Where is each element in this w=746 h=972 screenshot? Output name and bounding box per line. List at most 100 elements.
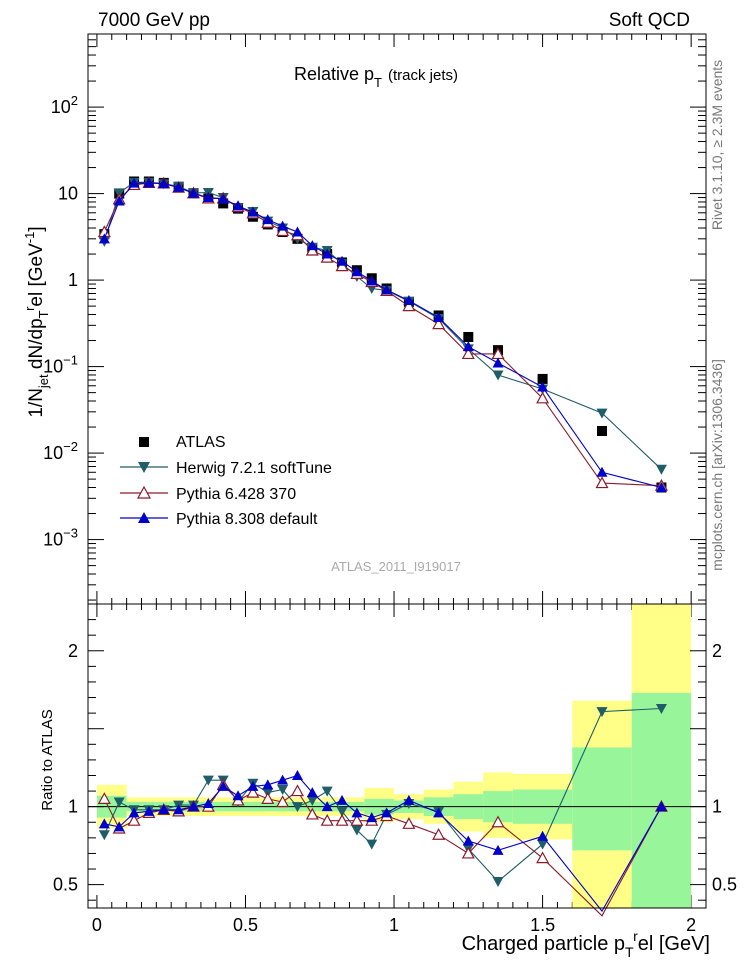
data-point-pythia-8-308-default bbox=[262, 214, 274, 225]
data-point-pythia-8-308-default bbox=[277, 220, 289, 231]
ratio-y-axis-label: Ratio to ATLAS bbox=[39, 709, 56, 810]
data-point-pythia-8-308-default bbox=[173, 181, 185, 192]
ratio-point-herwig-7-2-1-softtune bbox=[655, 703, 667, 714]
ratio-point-herwig-7-2-1-softtune bbox=[113, 797, 125, 808]
ratio-point-pythia-6-428-370 bbox=[127, 813, 141, 826]
data-point-pythia-8-308-default bbox=[381, 284, 393, 295]
ratio-point-pythia-6-428-370 bbox=[305, 807, 319, 820]
x-tick-label: 1 bbox=[389, 915, 399, 935]
y-tick-label: 10−3 bbox=[43, 526, 78, 550]
ratio-point-pythia-6-428-370 bbox=[261, 792, 275, 804]
y-tick-label: 10−2 bbox=[43, 439, 78, 463]
ratio-point-pythia-8-308-default bbox=[158, 804, 170, 815]
data-point-pythia-8-308-default bbox=[113, 195, 125, 206]
chart-title: Relative pT (track jets) bbox=[294, 64, 458, 90]
ratio-point-herwig-7-2-1-softtune bbox=[306, 795, 318, 806]
x-tick-label: 2 bbox=[686, 915, 696, 935]
ratio-point-pythia-8-308-default bbox=[306, 787, 318, 798]
data-point-pythia-8-308-default bbox=[98, 233, 110, 244]
ratio-plot-frame bbox=[87, 603, 707, 909]
data-point-pythia-8-308-default bbox=[232, 200, 244, 211]
ratio-point-pythia-8-308-default bbox=[321, 801, 333, 812]
data-point-pythia-8-308-default bbox=[462, 341, 474, 352]
ratio-point-pythia-8-308-default bbox=[202, 798, 214, 809]
x-tick-label: 1.5 bbox=[530, 915, 555, 935]
legend-item-pythia6: Pythia 6.428 370 bbox=[120, 485, 296, 503]
ratio-point-herwig-7-2-1-softtune bbox=[336, 806, 348, 817]
data-point-atlas bbox=[463, 331, 474, 342]
series-herwig-7-2-1-softtune bbox=[98, 177, 667, 475]
data-point-pythia-8-308-default bbox=[336, 255, 348, 266]
ratio-y-tick-label-left: 2 bbox=[68, 641, 78, 661]
ratio-point-herwig-7-2-1-softtune bbox=[537, 839, 549, 850]
legend: ATLAS Herwig 7.2.1 softTune Pythia 6.428… bbox=[120, 434, 332, 528]
legend-marker-herwig bbox=[138, 462, 150, 473]
header-right: Soft QCD bbox=[609, 10, 690, 31]
ratio-point-pythia-8-308-default bbox=[232, 790, 244, 801]
ratio-point-pythia-8-308-default bbox=[351, 807, 363, 818]
ratio-point-pythia-8-308-default bbox=[336, 794, 348, 805]
data-point-pythia-8-308-default bbox=[433, 311, 445, 322]
legend-marker-atlas bbox=[139, 437, 149, 447]
y-tick-label: 102 bbox=[51, 93, 78, 117]
ratio-point-pythia-8-308-default bbox=[187, 801, 199, 812]
ratio-point-pythia-8-308-default bbox=[403, 794, 415, 805]
data-point-pythia-8-308-default bbox=[492, 357, 504, 368]
data-point-pythia-8-308-default bbox=[596, 466, 608, 477]
rivet-label: Rivet 3.1.10, ≥ 2.3M events bbox=[709, 60, 725, 230]
x-tick-label: 0 bbox=[92, 915, 102, 935]
legend-marker-pythia8 bbox=[138, 512, 150, 523]
legend-item-pythia8: Pythia 8.308 default bbox=[120, 511, 318, 528]
legend-label-atlas: ATLAS bbox=[176, 434, 226, 451]
ratio-point-pythia-8-308-default bbox=[247, 780, 259, 791]
ratio-point-pythia-6-428-370 bbox=[246, 785, 260, 798]
legend-label-herwig: Herwig 7.2.1 softTune bbox=[176, 460, 332, 477]
legend-item-atlas: ATLAS bbox=[139, 434, 226, 451]
ratio-y-tick-label-right: 1 bbox=[712, 797, 722, 817]
ratio-point-herwig-7-2-1-softtune bbox=[98, 830, 110, 841]
ratio-point-pythia-8-308-default bbox=[433, 807, 445, 818]
header-left: 7000 GeV pp bbox=[98, 10, 210, 31]
ratio-point-pythia-6-428-370 bbox=[536, 851, 550, 864]
ratio-point-pythia-8-308-default bbox=[492, 844, 504, 855]
ratio-y-tick-label-right: 0.5 bbox=[712, 875, 737, 895]
ratio-point-pythia-8-308-default bbox=[113, 821, 125, 832]
data-point-pythia-8-308-default bbox=[187, 187, 199, 198]
ratio-point-pythia-8-308-default bbox=[537, 830, 549, 841]
data-point-pythia-8-308-default bbox=[247, 206, 259, 217]
data-point-pythia-8-308-default bbox=[143, 177, 155, 188]
ratio-point-pythia-8-308-default bbox=[143, 805, 155, 816]
ratio-point-pythia-6-428-370 bbox=[276, 795, 290, 808]
main-y-axis-label: 1/Njet dN/dpTrel [GeV-1] bbox=[22, 226, 51, 417]
series-line-herwig-7-2-1-softtune bbox=[103, 181, 662, 470]
data-point-pythia-8-308-default bbox=[128, 177, 140, 188]
ratio-point-herwig-7-2-1-softtune bbox=[596, 707, 608, 718]
legend-label-pythia8: Pythia 8.308 default bbox=[176, 511, 318, 528]
ratio-point-pythia-8-308-default bbox=[381, 807, 393, 818]
ratio-point-pythia-6-428-370 bbox=[290, 784, 304, 797]
data-point-pythia-8-308-default bbox=[291, 226, 303, 237]
data-point-pythia-8-308-default bbox=[351, 266, 363, 277]
ratio-point-pythia-8-308-default bbox=[98, 818, 110, 829]
ratio-y-tick-label-left: 1 bbox=[68, 797, 78, 817]
legend-label-pythia6: Pythia 6.428 370 bbox=[176, 486, 296, 503]
ratio-point-pythia-8-308-default bbox=[277, 774, 289, 785]
data-point-pythia-6-428-370 bbox=[595, 476, 609, 489]
data-point-herwig-7-2-1-softtune bbox=[492, 370, 504, 381]
ratio-point-herwig-7-2-1-softtune bbox=[277, 785, 289, 796]
ratio-point-herwig-7-2-1-softtune bbox=[321, 786, 333, 797]
data-point-pythia-8-308-default bbox=[202, 192, 214, 203]
data-point-pythia-8-308-default bbox=[306, 240, 318, 251]
data-point-atlas bbox=[597, 426, 608, 437]
ratio-point-pythia-6-428-370 bbox=[320, 813, 334, 826]
data-point-pythia-8-308-default bbox=[537, 381, 549, 392]
ratio-point-herwig-7-2-1-softtune bbox=[351, 825, 363, 836]
data-point-pythia-6-428-370 bbox=[432, 317, 446, 330]
ratio-point-herwig-7-2-1-softtune bbox=[202, 775, 214, 786]
y-tick-label: 1 bbox=[68, 270, 78, 290]
mcplots-label: mcplots.cern.ch [arXiv:1306.3436] bbox=[709, 359, 725, 571]
data-point-pythia-6-428-370 bbox=[461, 347, 475, 360]
y-tick-label: 10−1 bbox=[43, 353, 78, 377]
analysis-tag: ATLAS_2011_I919017 bbox=[331, 559, 461, 574]
y-tick-label: 10 bbox=[58, 184, 78, 204]
